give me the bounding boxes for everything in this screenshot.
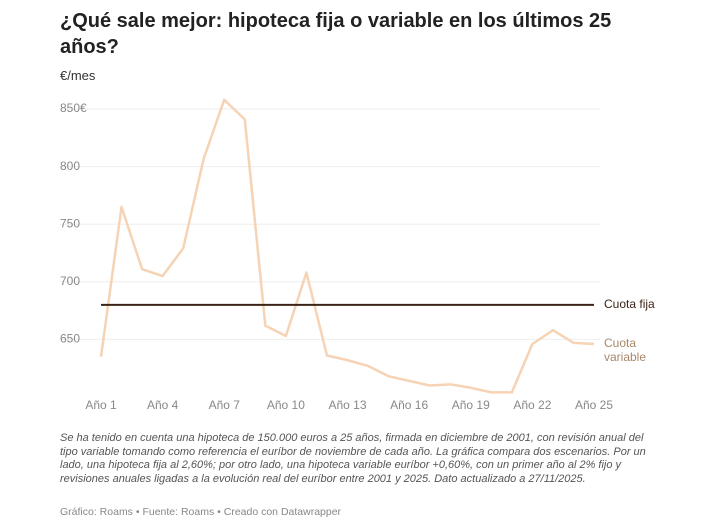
series-label: Cuota fija [604, 296, 655, 311]
y-tick-label: 650 [60, 332, 80, 346]
x-tick-label: Año 10 [267, 398, 305, 412]
line [99, 98, 595, 394]
y-tick-label: 850€ [60, 101, 87, 115]
x-tick-label: Año 25 [575, 398, 613, 412]
x-tick-label: Año 19 [452, 398, 490, 412]
credit: Gráfico: Roams • Fuente: Roams • Creado … [60, 506, 342, 518]
x-tick-label: Año 4 [147, 398, 179, 412]
chart: 650 700 750 800 850€ Año 1 Año 4 Año 7 Año 10 Año… [60, 98, 613, 412]
series-label: Cuota variable [604, 336, 647, 364]
x-tick-label: Año 1 [85, 398, 117, 412]
x-tick-label: Año 16 [390, 398, 428, 412]
x-tick-label: Año 22 [513, 398, 551, 412]
y-tick-label: 700 [60, 274, 80, 288]
x-tick-label: Año 13 [328, 398, 366, 412]
x-tick-label: Año 7 [209, 398, 241, 412]
y-axis-label: €/mes [60, 68, 96, 83]
y-tick-label: 750 [60, 216, 80, 230]
note: Se ha tenido en cuenta una hipoteca de 1… [60, 432, 646, 485]
y-tick-label: 800 [60, 159, 80, 173]
chart-title: ¿Qué sale mejor: hipoteca fija o variabl… [60, 10, 612, 58]
